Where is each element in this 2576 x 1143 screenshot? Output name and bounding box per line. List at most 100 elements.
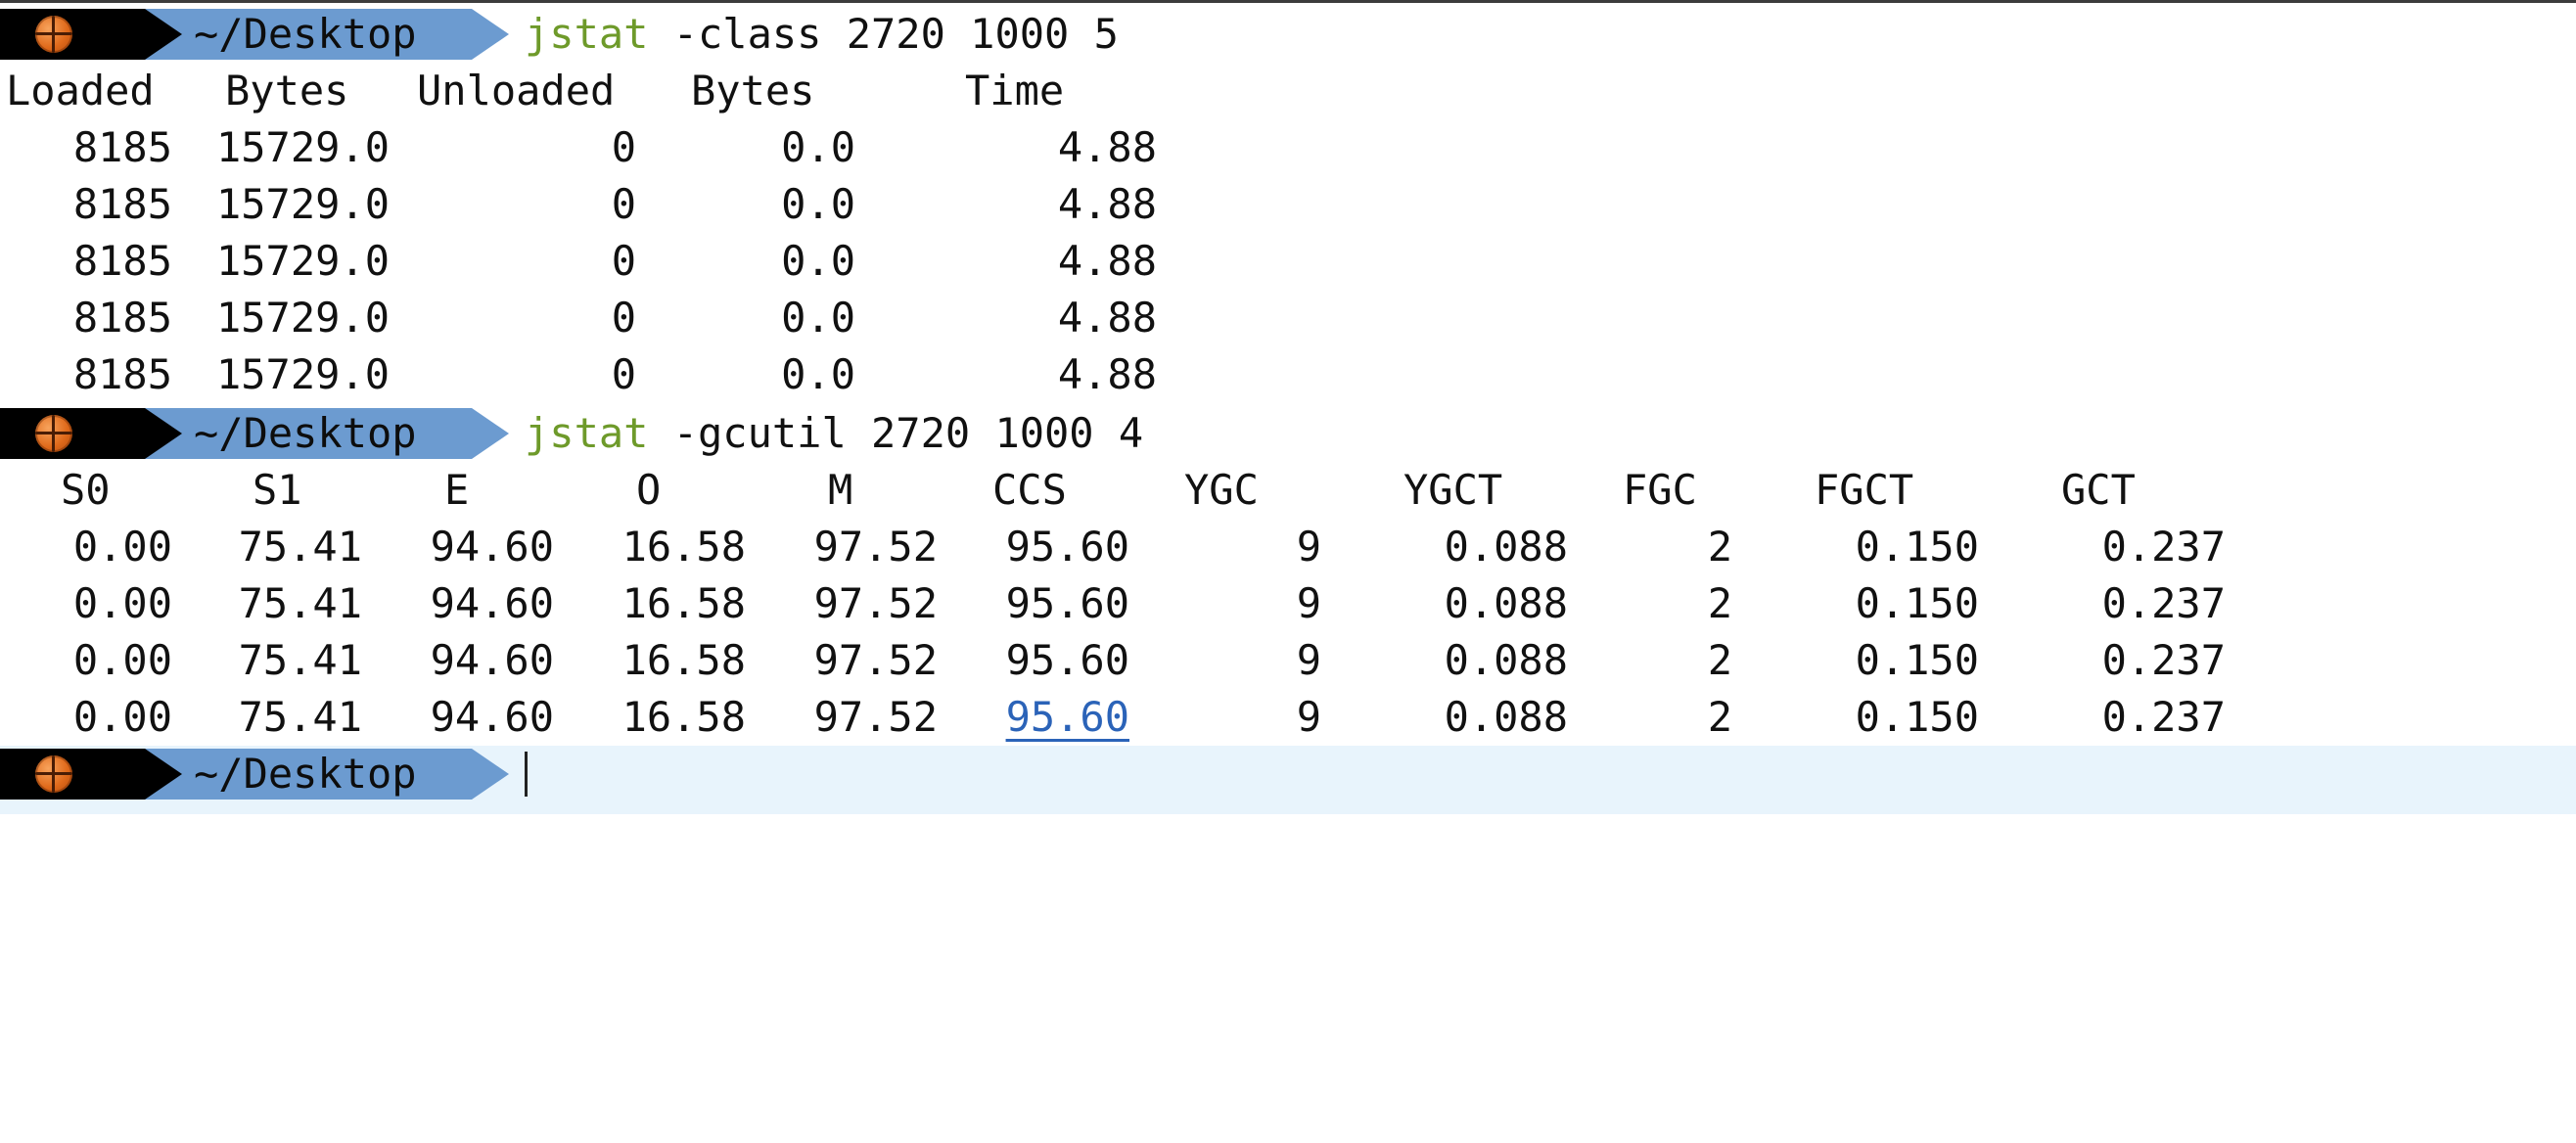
table-cell: 75.41 (238, 636, 362, 684)
gcutil-table-header: S0 S1 E O M CCS YGC YGCT FGC FGCT GCT (0, 462, 2576, 519)
command-text[interactable]: jstat -gcutil 2720 1000 4 (525, 405, 1143, 462)
table-cell: 9 (1296, 523, 1321, 571)
table-cell: 95.60 (1005, 523, 1129, 571)
table-row: 0.00 75.41 94.60 16.58 97.52 95.60 9 0.088 2 0.15… (0, 689, 2576, 746)
command-executable: jstat (525, 10, 649, 58)
command-args: -class 2720 1000 5 (648, 10, 1119, 58)
table-row: 8185 15729.0 0 0.0 4.88 (0, 290, 2576, 346)
hovered-link-value[interactable]: 95.60 (1005, 693, 1129, 741)
table-cell: 75.41 (238, 579, 362, 627)
column-header: YGCT (1403, 466, 1503, 514)
table-cell: 0.00 (72, 693, 172, 741)
table-cell: 0 (611, 294, 636, 342)
powerline-arrow-icon (145, 749, 182, 800)
table-cell: 2 (1707, 693, 1732, 741)
table-cell: 16.58 (621, 636, 746, 684)
table-cell: 4.88 (1057, 180, 1157, 228)
table-cell: 0 (611, 180, 636, 228)
prompt-icon-segment (0, 408, 145, 459)
class-table-header: Loaded Bytes Unloaded Bytes Time (0, 63, 2576, 119)
table-cell: 16.58 (621, 693, 746, 741)
table-cell: 0.150 (1855, 579, 1979, 627)
column-header: Loaded (6, 67, 155, 114)
table-cell: 97.52 (813, 523, 938, 571)
table-cell: 97.52 (813, 636, 938, 684)
table-row: 8185 15729.0 0 0.0 4.88 (0, 346, 2576, 403)
table-cell: 0.150 (1855, 693, 1979, 741)
column-header: S1 (253, 466, 302, 514)
table-cell: 0.088 (1444, 523, 1568, 571)
table-cell: 0.237 (2101, 579, 2226, 627)
table-cell: 9 (1296, 693, 1321, 741)
powerline-arrow-icon (472, 408, 509, 459)
table-cell: 0 (611, 237, 636, 285)
basketball-icon (35, 755, 72, 793)
window-top-border (0, 0, 2576, 3)
table-cell: 95.60 (1005, 579, 1129, 627)
column-header: S0 (61, 466, 111, 514)
table-cell: 0.088 (1444, 636, 1568, 684)
table-cell: 0.0 (781, 294, 855, 342)
column-header: CCS (992, 466, 1067, 514)
table-cell: 0.150 (1855, 636, 1979, 684)
table-cell: 0 (611, 123, 636, 171)
table-row: 8185 15729.0 0 0.0 4.88 (0, 119, 2576, 176)
column-header: Bytes (691, 67, 815, 114)
powerline-arrow-icon (145, 408, 182, 459)
table-cell: 97.52 (813, 579, 938, 627)
table-cell: 0.00 (72, 579, 172, 627)
table-cell: 0.237 (2101, 636, 2226, 684)
table-cell: 0.088 (1444, 693, 1568, 741)
table-cell: 8185 (72, 180, 172, 228)
prompt-line-active[interactable]: ~/Desktop (0, 746, 2576, 814)
table-cell: 16.58 (621, 523, 746, 571)
powerline-arrow-icon (472, 9, 509, 60)
prompt-line-2: ~/Desktop jstat -gcutil 2720 1000 4 (0, 405, 2576, 462)
column-header: Bytes (225, 67, 349, 114)
table-cell: 15729.0 (215, 294, 390, 342)
prompt-directory: ~/Desktop (145, 408, 472, 459)
table-cell: 8185 (72, 294, 172, 342)
table-cell: 4.88 (1057, 237, 1157, 285)
table-cell: 0 (611, 350, 636, 398)
prompt-icon-segment (0, 749, 145, 800)
command-executable: jstat (525, 409, 649, 457)
basketball-icon (35, 415, 72, 452)
table-cell: 97.52 (813, 693, 938, 741)
table-cell: 94.60 (430, 523, 554, 571)
command-text[interactable]: jstat -class 2720 1000 5 (525, 6, 1119, 63)
table-cell: 0.150 (1855, 523, 1979, 571)
table-cell: 16.58 (621, 579, 746, 627)
basketball-icon (35, 16, 72, 53)
column-header: Time (965, 67, 1065, 114)
column-header: O (636, 466, 662, 514)
table-cell: 2 (1707, 636, 1732, 684)
table-cell: 0.237 (2101, 523, 2226, 571)
column-header: FGC (1623, 466, 1697, 514)
table-cell: 94.60 (430, 579, 554, 627)
table-cell: 8185 (72, 350, 172, 398)
table-cell: 94.60 (430, 693, 554, 741)
table-cell: 75.41 (238, 693, 362, 741)
prompt-line-1: ~/Desktop jstat -class 2720 1000 5 (0, 6, 2576, 63)
table-cell: 0.0 (781, 123, 855, 171)
table-cell: 9 (1296, 636, 1321, 684)
table-cell: 15729.0 (215, 237, 390, 285)
prompt-directory: ~/Desktop (145, 749, 472, 800)
table-cell: 0.0 (781, 180, 855, 228)
table-cell: 2 (1707, 523, 1732, 571)
table-row: 8185 15729.0 0 0.0 4.88 (0, 233, 2576, 290)
table-cell: 94.60 (430, 636, 554, 684)
command-args: -gcutil 2720 1000 4 (648, 409, 1144, 457)
column-header: M (828, 466, 853, 514)
prompt-icon-segment (0, 9, 145, 60)
table-cell: 8185 (72, 123, 172, 171)
table-cell: 75.41 (238, 523, 362, 571)
text-cursor (525, 752, 528, 797)
table-cell: 15729.0 (215, 350, 390, 398)
table-row: 8185 15729.0 0 0.0 4.88 (0, 176, 2576, 233)
table-cell: 95.60 (1005, 636, 1129, 684)
prompt-directory: ~/Desktop (145, 9, 472, 60)
table-row: 0.00 75.41 94.60 16.58 97.52 95.60 9 0.088 2 0.15… (0, 575, 2576, 632)
column-header: GCT (2061, 466, 2136, 514)
